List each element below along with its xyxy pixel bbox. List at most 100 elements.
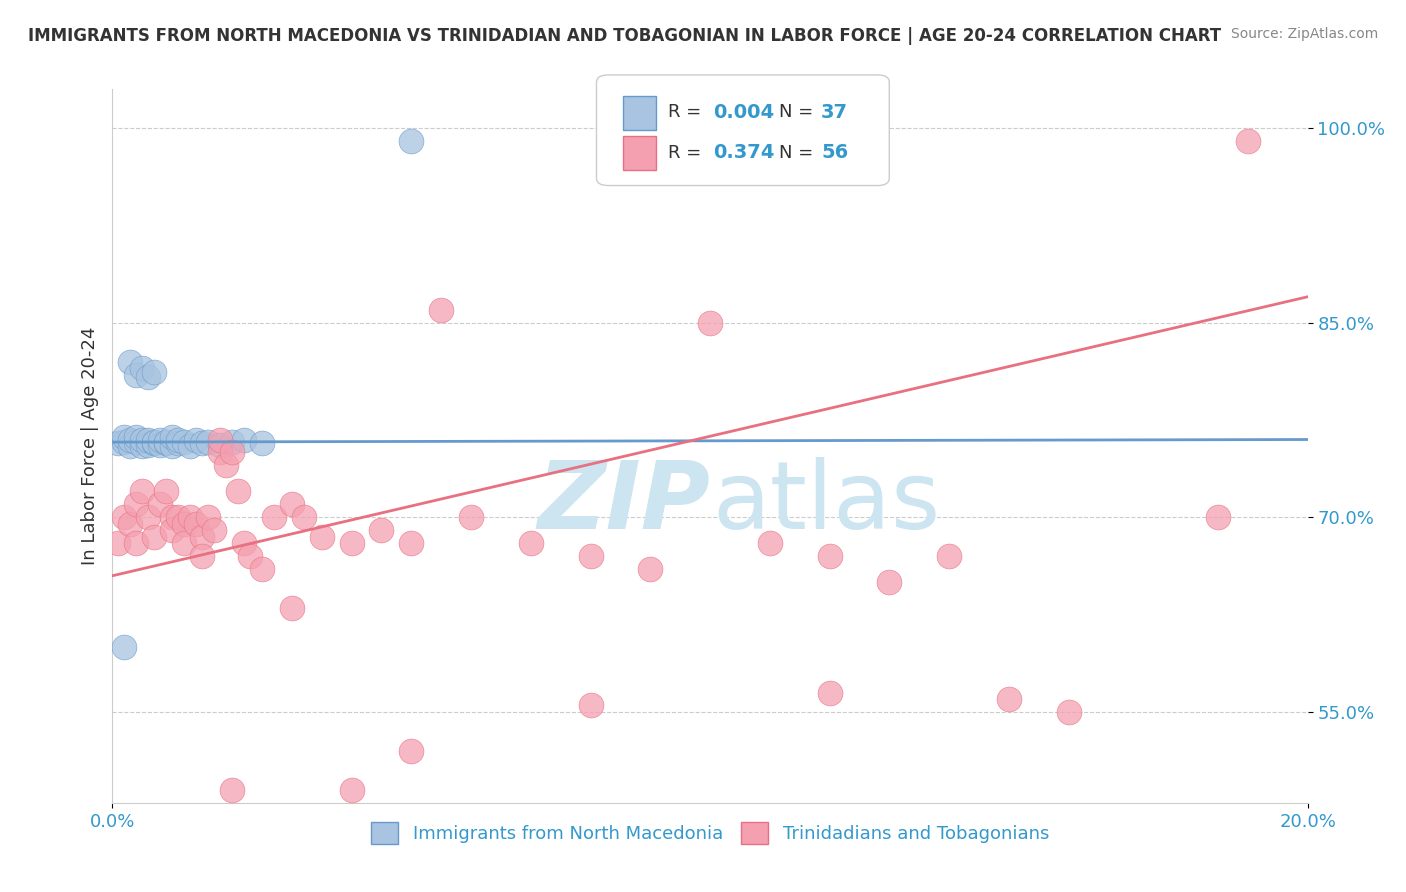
Point: [114, 640, 135, 654]
Point: [263, 510, 285, 524]
Text: R =: R =: [668, 103, 702, 121]
Point: [155, 435, 177, 450]
Point: [430, 302, 453, 317]
Point: [143, 365, 166, 379]
Point: [191, 436, 214, 450]
Point: [191, 530, 214, 544]
Point: [640, 562, 662, 576]
Point: [520, 536, 543, 550]
Point: [149, 438, 172, 452]
Text: atlas: atlas: [713, 457, 941, 549]
Point: [167, 433, 190, 447]
Point: [155, 484, 177, 499]
Legend: Immigrants from North Macedonia, Trinidadians and Tobagonians: Immigrants from North Macedonia, Trinida…: [364, 814, 1056, 851]
Point: [292, 510, 315, 524]
Point: [221, 445, 243, 459]
Point: [107, 536, 129, 550]
Point: [138, 438, 160, 452]
Point: [215, 458, 238, 473]
Point: [759, 536, 782, 550]
Point: [143, 530, 166, 544]
Point: [221, 782, 243, 797]
Point: [401, 536, 423, 550]
Point: [281, 497, 304, 511]
Text: 37: 37: [821, 103, 848, 121]
Point: [143, 436, 166, 450]
Point: [401, 134, 423, 148]
FancyBboxPatch shape: [623, 95, 657, 130]
Point: [162, 524, 183, 538]
Point: [131, 439, 153, 453]
Point: [120, 433, 142, 447]
Point: [149, 433, 172, 447]
Point: [879, 575, 901, 590]
Point: [1237, 134, 1260, 148]
FancyBboxPatch shape: [596, 75, 889, 186]
Text: N =: N =: [779, 103, 814, 121]
Point: [173, 435, 195, 450]
Point: [107, 436, 129, 450]
Point: [197, 435, 219, 450]
Point: [186, 516, 208, 531]
Point: [167, 436, 190, 450]
Point: [125, 435, 148, 450]
Point: [818, 685, 841, 699]
Point: [125, 368, 148, 382]
Point: [699, 316, 721, 330]
Point: [143, 435, 166, 450]
Point: [226, 484, 249, 499]
Point: [131, 484, 153, 499]
Point: [460, 510, 482, 524]
Point: [239, 549, 262, 564]
Point: [138, 370, 160, 384]
Text: 0.374: 0.374: [714, 144, 775, 162]
Point: [162, 439, 183, 453]
Point: [311, 530, 333, 544]
Point: [138, 433, 160, 447]
Point: [131, 433, 153, 447]
Point: [179, 510, 201, 524]
Point: [250, 436, 273, 450]
Point: [138, 510, 160, 524]
Point: [149, 497, 172, 511]
Point: [173, 536, 195, 550]
Point: [370, 524, 392, 538]
Text: R =: R =: [668, 144, 702, 161]
Point: [120, 354, 142, 368]
Point: [125, 497, 148, 511]
Point: [281, 601, 304, 615]
Point: [197, 510, 219, 524]
Point: [162, 510, 183, 524]
Point: [340, 536, 363, 550]
Point: [340, 782, 363, 797]
Point: [221, 435, 243, 450]
Text: Source: ZipAtlas.com: Source: ZipAtlas.com: [1230, 27, 1378, 41]
Text: 56: 56: [821, 144, 848, 162]
Point: [155, 436, 177, 450]
Point: [579, 698, 602, 713]
Text: ZIP: ZIP: [537, 457, 710, 549]
Point: [202, 524, 225, 538]
Point: [125, 536, 148, 550]
Point: [209, 438, 232, 452]
Point: [131, 361, 153, 376]
Point: [579, 549, 602, 564]
Point: [233, 536, 256, 550]
Text: IMMIGRANTS FROM NORTH MACEDONIA VS TRINIDADIAN AND TOBAGONIAN IN LABOR FORCE | A: IMMIGRANTS FROM NORTH MACEDONIA VS TRINI…: [28, 27, 1222, 45]
FancyBboxPatch shape: [623, 136, 657, 169]
Point: [114, 430, 135, 444]
Point: [818, 549, 841, 564]
Point: [1206, 510, 1229, 524]
Point: [938, 549, 960, 564]
Point: [209, 445, 232, 459]
Point: [186, 433, 208, 447]
Point: [120, 439, 142, 453]
Point: [167, 510, 190, 524]
Point: [1057, 705, 1080, 719]
Point: [233, 433, 256, 447]
Point: [191, 549, 214, 564]
Point: [179, 439, 201, 453]
Point: [162, 430, 183, 444]
Point: [120, 516, 142, 531]
Text: 0.004: 0.004: [714, 103, 775, 121]
